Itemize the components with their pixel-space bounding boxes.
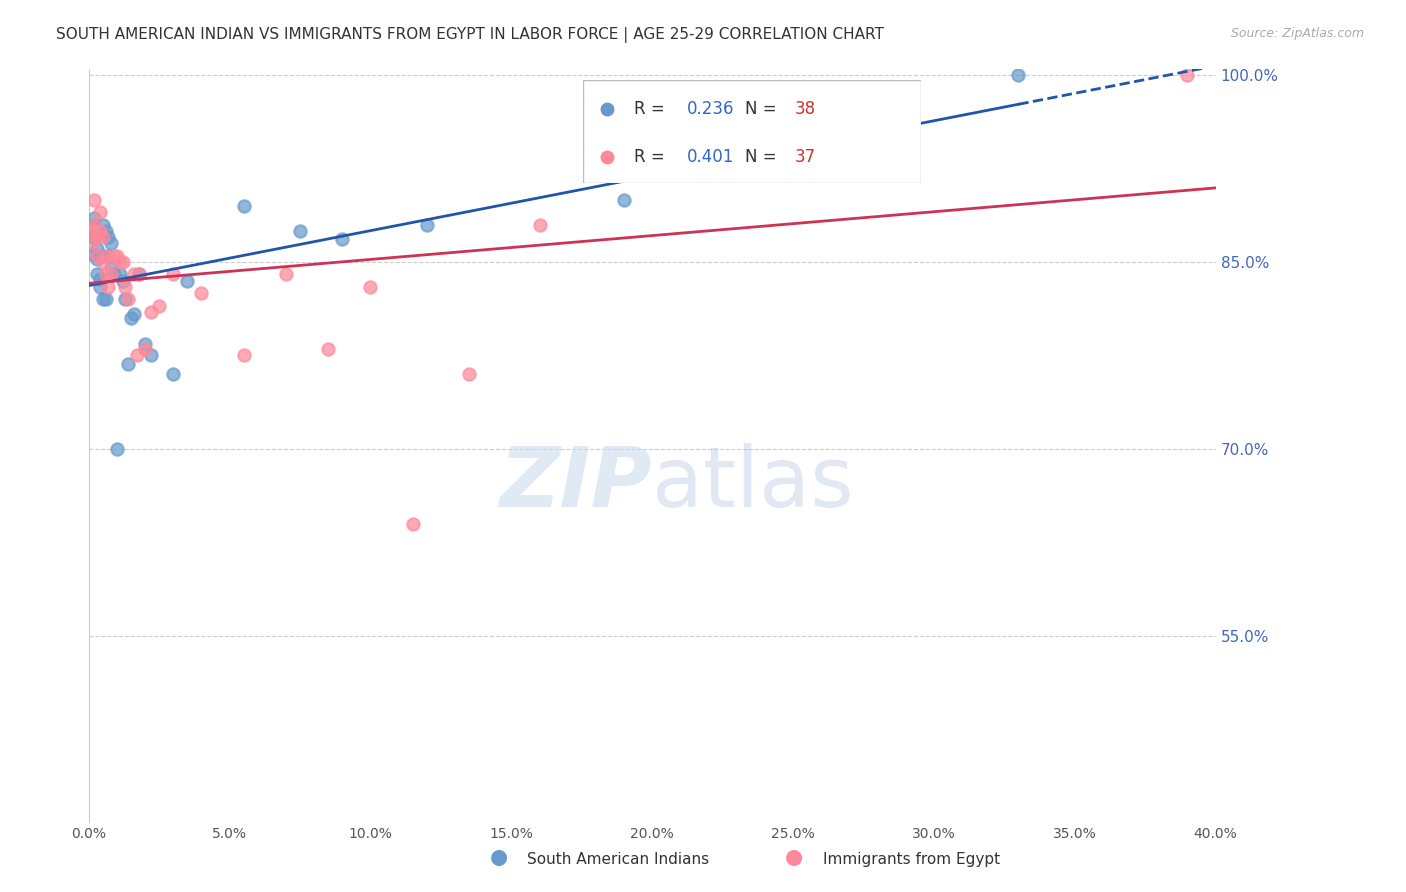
Point xyxy=(134,342,156,356)
Point xyxy=(139,304,162,318)
Point xyxy=(91,255,114,269)
Point xyxy=(148,299,170,313)
Point xyxy=(128,268,150,282)
Point xyxy=(105,249,128,263)
Point xyxy=(83,211,105,226)
Text: N =: N = xyxy=(745,148,782,166)
Point xyxy=(139,348,162,362)
Point xyxy=(97,230,120,244)
Point xyxy=(86,268,108,282)
Point xyxy=(89,272,111,286)
Point xyxy=(89,224,111,238)
Text: N =: N = xyxy=(745,100,782,118)
Point xyxy=(86,243,108,257)
Point xyxy=(105,442,128,456)
Point xyxy=(83,218,105,232)
Point xyxy=(111,255,134,269)
Point xyxy=(117,357,139,371)
Point xyxy=(97,280,120,294)
Point xyxy=(100,261,122,276)
Point xyxy=(162,367,184,381)
Point xyxy=(176,274,198,288)
Point xyxy=(86,230,108,244)
Text: 38: 38 xyxy=(794,100,815,118)
FancyBboxPatch shape xyxy=(583,80,921,183)
Point xyxy=(1177,68,1199,82)
Point xyxy=(458,367,481,381)
Point xyxy=(97,249,120,263)
Text: SOUTH AMERICAN INDIAN VS IMMIGRANTS FROM EGYPT IN LABOR FORCE | AGE 25-29 CORREL: SOUTH AMERICAN INDIAN VS IMMIGRANTS FROM… xyxy=(56,27,884,43)
Text: Immigrants from Egypt: Immigrants from Egypt xyxy=(823,852,1000,867)
Point xyxy=(122,268,145,282)
Text: South American Indians: South American Indians xyxy=(527,852,710,867)
Text: ZIP: ZIP xyxy=(499,442,652,524)
Point xyxy=(108,255,131,269)
Point xyxy=(125,348,148,362)
Point xyxy=(529,218,551,232)
Point xyxy=(103,268,125,282)
Point xyxy=(627,143,650,157)
Text: 0.236: 0.236 xyxy=(686,100,734,118)
Point xyxy=(83,193,105,207)
Point xyxy=(114,293,136,307)
Point xyxy=(288,224,311,238)
Point xyxy=(89,205,111,219)
Text: ●: ● xyxy=(491,847,508,867)
Point xyxy=(232,199,254,213)
Point xyxy=(1007,68,1029,82)
Point xyxy=(114,280,136,294)
Text: ●: ● xyxy=(786,847,803,867)
Point xyxy=(100,236,122,251)
Point xyxy=(89,280,111,294)
Point xyxy=(359,280,381,294)
Point xyxy=(108,268,131,282)
Point xyxy=(190,286,212,301)
Point xyxy=(274,268,297,282)
Point xyxy=(91,249,114,263)
Point xyxy=(128,268,150,282)
Point xyxy=(94,268,117,282)
Point xyxy=(80,224,103,238)
Point xyxy=(402,516,425,531)
Text: Source: ZipAtlas.com: Source: ZipAtlas.com xyxy=(1230,27,1364,40)
Point xyxy=(80,247,103,261)
Point xyxy=(120,310,142,325)
Point xyxy=(91,230,114,244)
Point xyxy=(80,236,103,251)
Point xyxy=(91,293,114,307)
Point xyxy=(83,218,105,232)
Point xyxy=(416,218,439,232)
Point xyxy=(316,342,339,356)
Point xyxy=(86,249,108,263)
Text: atlas: atlas xyxy=(652,442,853,524)
Point xyxy=(117,293,139,307)
Point xyxy=(111,274,134,288)
Point xyxy=(100,268,122,282)
Text: R =: R = xyxy=(634,100,671,118)
Point xyxy=(83,230,105,244)
Point xyxy=(330,232,353,246)
Point xyxy=(91,218,114,232)
Point xyxy=(94,224,117,238)
Point xyxy=(613,193,636,207)
Point xyxy=(162,268,184,282)
Point xyxy=(134,337,156,351)
Point xyxy=(94,249,117,263)
Point xyxy=(86,252,108,267)
Point xyxy=(122,307,145,321)
Point xyxy=(94,293,117,307)
Point xyxy=(103,249,125,263)
Text: 37: 37 xyxy=(794,148,815,166)
Text: 0.401: 0.401 xyxy=(686,148,734,166)
Text: R =: R = xyxy=(634,148,671,166)
Point xyxy=(232,348,254,362)
Point xyxy=(80,230,103,244)
